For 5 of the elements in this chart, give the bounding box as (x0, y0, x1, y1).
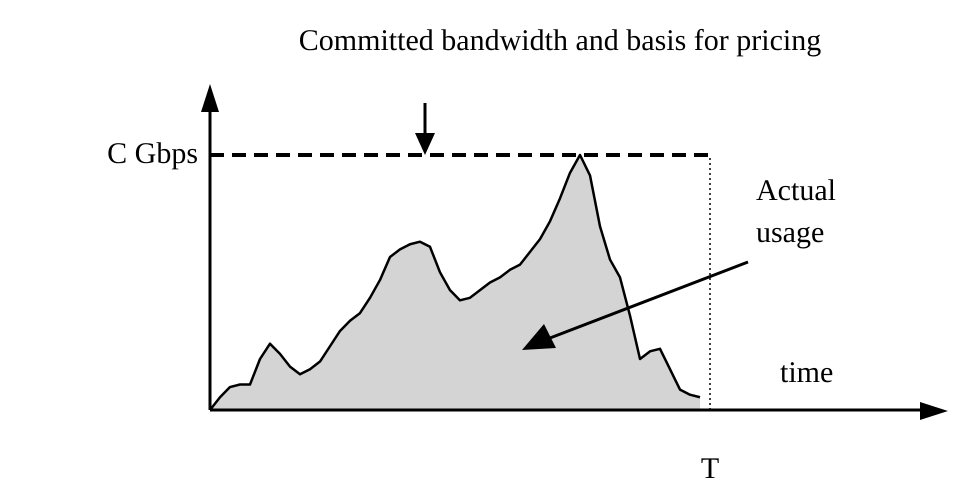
ref-line-label: C Gbps (107, 136, 198, 170)
chart-title: Committed bandwidth and basis for pricing (298, 24, 822, 57)
text: T (700, 452, 720, 485)
annotation: Actual usage (756, 174, 836, 249)
x-axis-title: time (780, 356, 834, 389)
